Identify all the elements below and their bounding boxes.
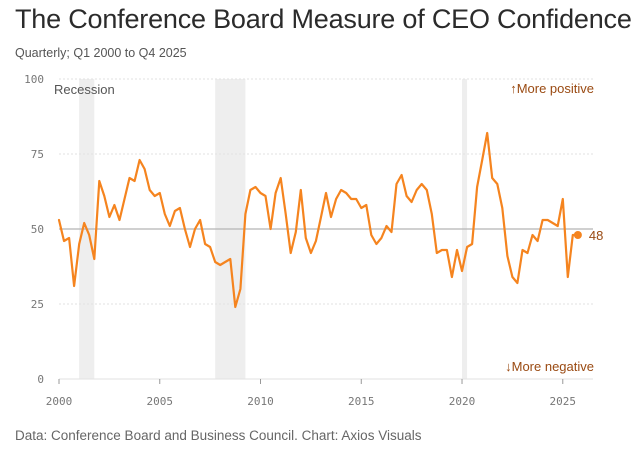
y-tick-label: 100 — [24, 73, 44, 86]
x-tick-label: 2005 — [147, 395, 174, 408]
y-tick-label: 50 — [31, 223, 44, 236]
x-tick-label: 2020 — [449, 395, 476, 408]
y-tick-label: 75 — [31, 148, 44, 161]
more-positive-annotation: ↑More positive — [510, 81, 594, 96]
y-tick-label: 0 — [37, 373, 44, 386]
recession-label: Recession — [54, 82, 115, 97]
x-tick-label: 2015 — [348, 395, 375, 408]
x-axis-ticks: 2000 2005 2010 2015 2020 2025 — [46, 379, 576, 408]
more-negative-annotation: ↓More negative — [505, 359, 594, 374]
last-value-dot — [573, 231, 582, 239]
series-line-ceo-confidence — [57, 131, 579, 309]
chart-subtitle: Quarterly; Q1 2000 to Q4 2025 — [15, 46, 187, 60]
x-tick-label: 2010 — [247, 395, 274, 408]
page-title: The Conference Board Measure of CEO Conf… — [15, 4, 632, 34]
y-axis-ticks: 100 75 50 25 0 — [24, 73, 44, 386]
last-value-label: 48 — [589, 228, 603, 243]
y-tick-label: 25 — [31, 298, 44, 311]
x-tick-label: 2000 — [46, 395, 73, 408]
x-tick-label: 2025 — [550, 395, 577, 408]
gridlines — [59, 78, 593, 380]
source-note: Data: Conference Board and Business Coun… — [15, 428, 422, 443]
